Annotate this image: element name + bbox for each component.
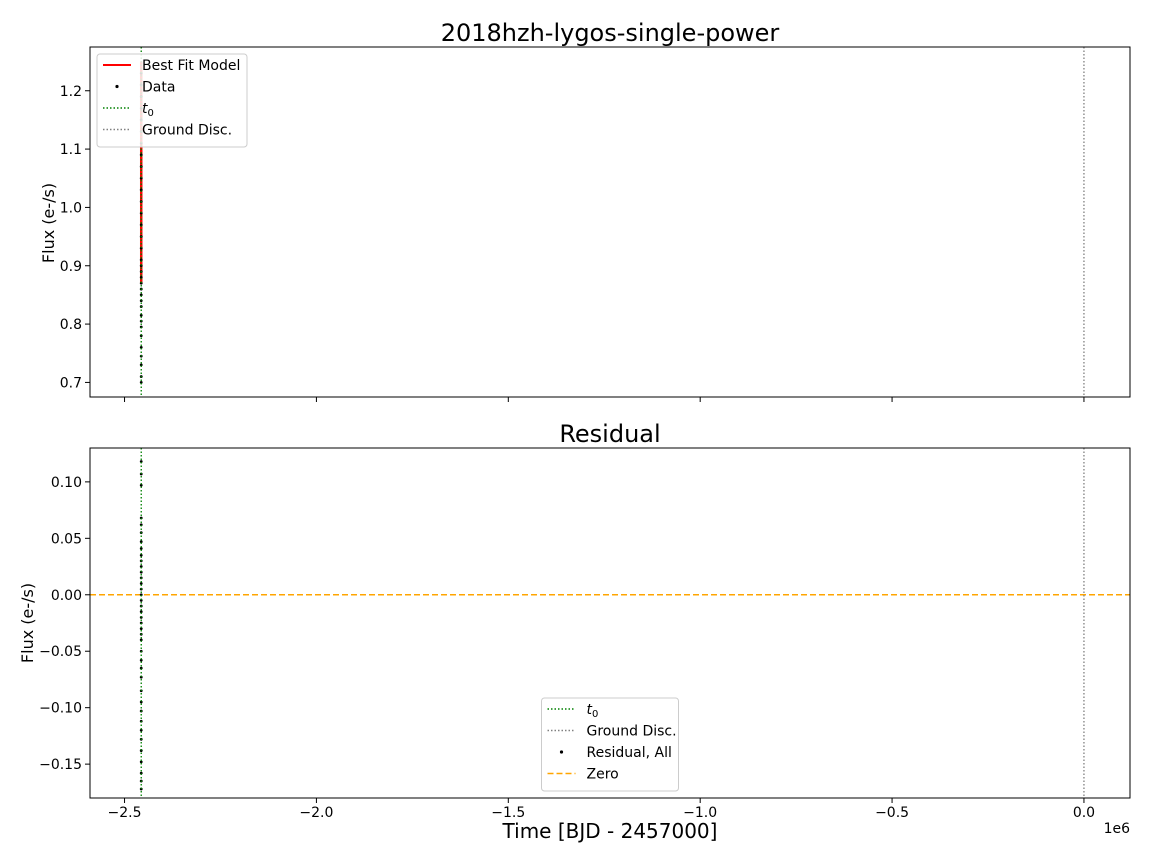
y-tick-label: 0.10 — [51, 475, 82, 491]
residual-point — [139, 610, 143, 614]
residual-point — [139, 638, 143, 642]
x-tick-label: −1.0 — [683, 805, 717, 821]
data-point — [139, 313, 143, 317]
y-tick-label: −0.15 — [39, 757, 82, 773]
legend-label: Ground Disc. — [142, 123, 232, 139]
residual-point — [139, 582, 143, 585]
legend-label: Zero — [587, 767, 619, 783]
x-axis-offset-text: 1e6 — [1104, 821, 1131, 837]
data-point — [139, 211, 143, 215]
x-tick-label: −2.0 — [299, 805, 333, 821]
residual-point — [139, 540, 143, 544]
legend-handle-marker — [559, 750, 564, 754]
data-point — [139, 281, 143, 285]
residual-point — [139, 658, 143, 662]
legend-label: t0 — [587, 702, 599, 720]
data-point — [139, 264, 143, 268]
y-tick-label: 0.7 — [60, 375, 82, 391]
residual-point — [139, 760, 143, 764]
residual-point — [139, 565, 143, 568]
data-point — [139, 363, 143, 367]
flux-panel: 2018hzh-lygos-single-power Flux (e-/s) 0… — [39, 19, 1131, 402]
residual-point — [139, 599, 143, 602]
data-point — [139, 176, 143, 180]
legend-label: Data — [142, 80, 175, 96]
data-point — [139, 276, 143, 279]
data-point — [139, 258, 143, 262]
residual-panel-title: Residual — [559, 420, 660, 448]
residual-point — [139, 570, 143, 574]
flux-panel-frame — [89, 46, 1131, 398]
residual-point — [139, 700, 143, 704]
residual-panel-ylabel: Flux (e-/s) — [18, 583, 37, 663]
residual-point — [139, 666, 143, 670]
legend-label: Residual, All — [587, 745, 672, 761]
data-point — [139, 346, 143, 349]
legend-label: t0 — [142, 101, 154, 119]
residual-panel-frame — [89, 447, 1131, 799]
y-tick-label: 0.00 — [51, 588, 82, 604]
flux-panel-ylabel: Flux (e-/s) — [39, 183, 58, 263]
y-tick-label: −0.05 — [39, 644, 82, 660]
legend-box — [96, 53, 248, 148]
residual-legend: t0 Ground Disc. Residual, All Zero — [541, 697, 679, 792]
residual-point — [139, 483, 143, 487]
y-tick-label: 0.9 — [60, 259, 82, 275]
x-axis-label: Time [BJD - 2457000] — [502, 819, 718, 843]
residual-point — [139, 675, 143, 679]
legend-handle-marker — [115, 84, 119, 89]
x-tick-label: −0.5 — [875, 805, 909, 821]
legend-box — [541, 697, 679, 792]
residual-point — [139, 460, 143, 463]
residual-point — [139, 728, 143, 732]
flux-panel-title: 2018hzh-lygos-single-power — [441, 19, 780, 47]
x-tick-label: −2.5 — [108, 805, 142, 821]
data-point — [139, 223, 143, 227]
residual-point — [139, 627, 143, 631]
residual-point — [139, 771, 143, 775]
residual-point — [139, 749, 143, 752]
data-point — [139, 188, 143, 192]
residual-point — [139, 593, 143, 597]
y-tick-label: 1.1 — [60, 142, 82, 158]
residual-plot-area: −0.15 −0.10 −0.05 0.00 0.05 0.10 −2.5 −2.0 −1.5 −… — [39, 448, 1130, 821]
data-point — [139, 381, 143, 384]
y-tick-label: 0.05 — [51, 531, 82, 547]
data-point — [139, 334, 143, 338]
y-tick-label: 1.2 — [60, 84, 82, 100]
data-point — [139, 246, 143, 250]
x-tick-label: 0.0 — [1073, 805, 1095, 821]
data-point — [139, 299, 143, 303]
residual-panel: Residual Flux (e-/s) −0.15−0.10−0.050.00… — [18, 420, 1131, 843]
residual-point — [139, 553, 143, 557]
residual-point — [139, 523, 143, 527]
legend-label: Ground Disc. — [587, 724, 677, 740]
data-point — [139, 293, 143, 297]
y-tick-label: 0.8 — [60, 317, 82, 333]
residual-point — [139, 547, 143, 550]
flux-legend: Best Fit Model Data t0 Ground Disc. — [96, 53, 248, 148]
legend-label: Best Fit Model — [142, 58, 240, 74]
y-tick-label: 1.0 — [60, 200, 82, 216]
y-tick-label: −0.10 — [39, 701, 82, 717]
data-point — [139, 153, 143, 157]
x-tick-label: −1.5 — [491, 805, 525, 821]
